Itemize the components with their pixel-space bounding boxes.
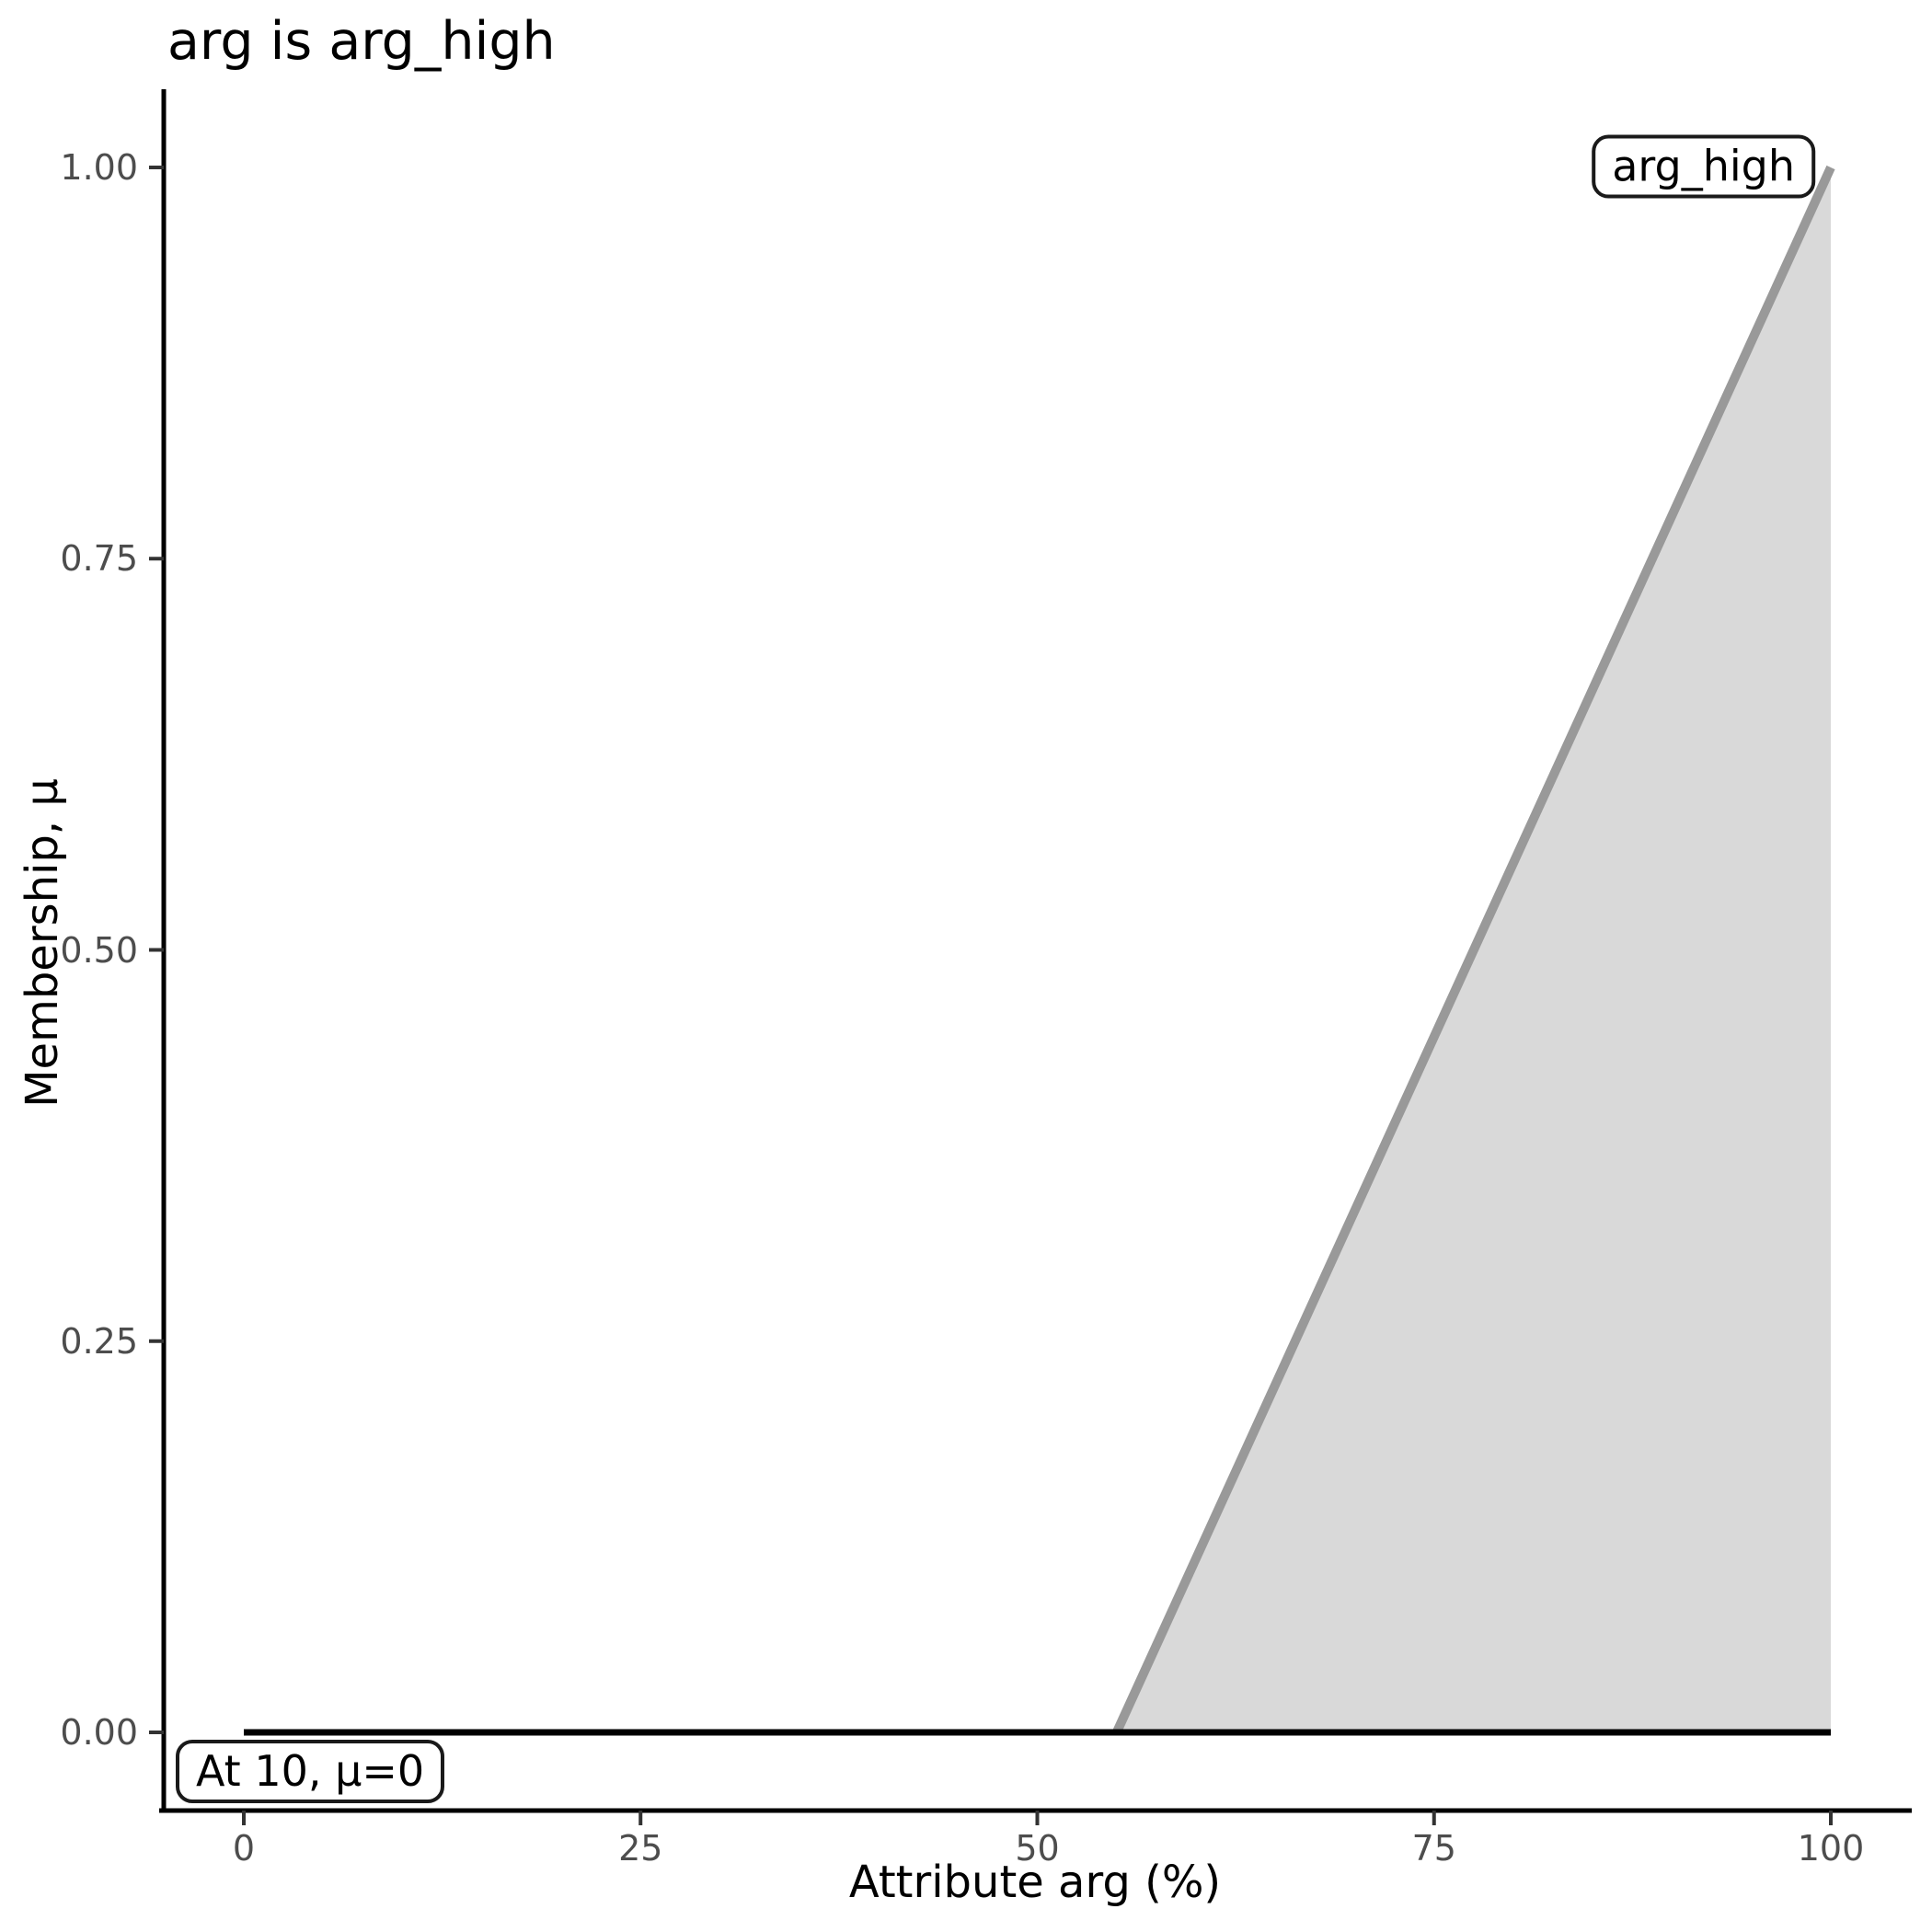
eval-label-text: At 10, μ=0 <box>196 1746 425 1796</box>
y-tick-label: 0.75 <box>60 538 138 580</box>
set-label-text: arg_high <box>1612 141 1795 191</box>
eval-label-box: At 10, μ=0 <box>176 1740 445 1803</box>
y-tick-label: 0.25 <box>60 1320 138 1362</box>
x-tick-label: 0 <box>232 1828 256 1869</box>
x-tick-label: 25 <box>618 1828 663 1869</box>
chart-title: arg is arg_high <box>167 11 556 72</box>
set-label-box: arg_high <box>1592 134 1815 199</box>
y-tick-label: 0.00 <box>60 1712 138 1753</box>
x-axis-title: Attribute arg (%) <box>848 1857 1222 1908</box>
y-tick-label: 0.50 <box>60 929 138 971</box>
x-tick-label: 75 <box>1411 1828 1456 1869</box>
x-tick-label: 100 <box>1797 1828 1865 1869</box>
x-tick-label: 50 <box>1015 1828 1060 1869</box>
y-tick-label: 1.00 <box>60 147 138 188</box>
arg_high-membership-ramp-line <box>1112 165 1835 1735</box>
